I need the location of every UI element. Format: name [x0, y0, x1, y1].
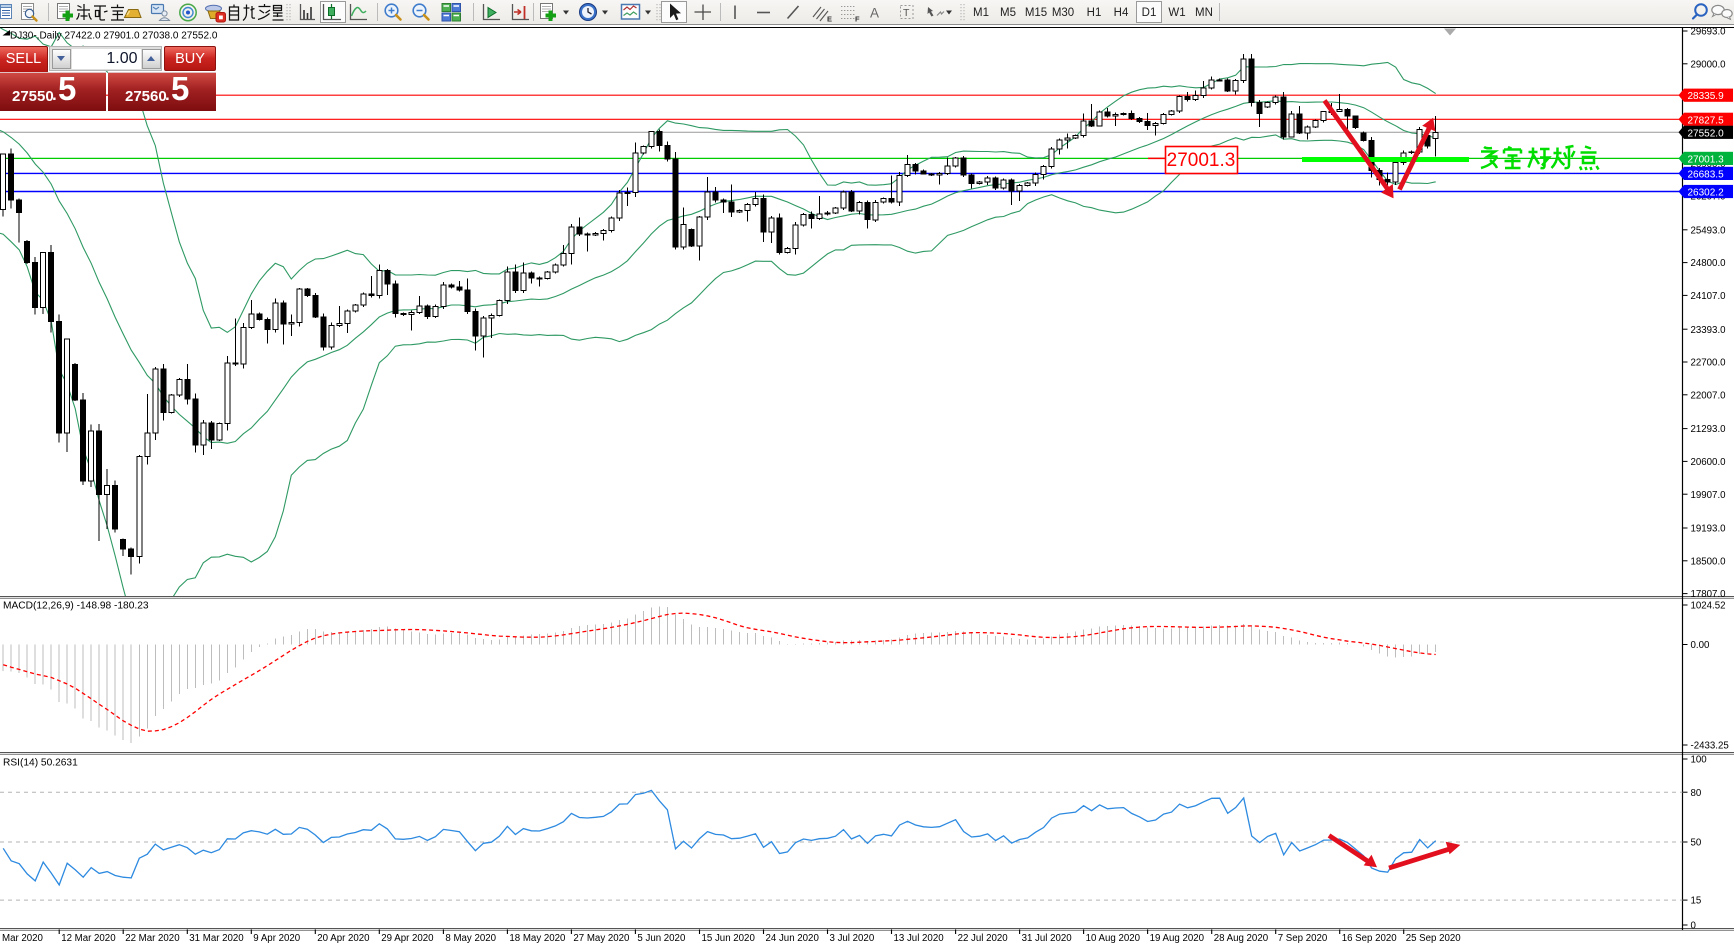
svg-text:15: 15 — [1691, 896, 1702, 907]
svg-text:13 Jul 2020: 13 Jul 2020 — [894, 933, 945, 944]
svg-text:24800.0: 24800.0 — [1691, 258, 1727, 269]
svg-text:F: F — [855, 15, 860, 24]
svg-text:26683.5: 26683.5 — [1688, 169, 1725, 180]
svg-text:7 Sep 2020: 7 Sep 2020 — [1278, 933, 1328, 944]
svg-text:80: 80 — [1691, 788, 1702, 799]
svg-text:19907.0: 19907.0 — [1691, 490, 1727, 501]
svg-text:20600.0: 20600.0 — [1691, 457, 1727, 468]
svg-text:1024.52: 1024.52 — [1691, 601, 1726, 612]
svg-text:27001.3: 27001.3 — [1167, 150, 1236, 171]
svg-text:27001.3: 27001.3 — [1688, 154, 1725, 165]
svg-text:24107.0: 24107.0 — [1691, 291, 1727, 302]
svg-text:18500.0: 18500.0 — [1691, 556, 1727, 567]
svg-text:25 Sep 2020: 25 Sep 2020 — [1406, 933, 1462, 944]
svg-text:DJ30-,Daily 27422.0 27901.0 2: DJ30-,Daily 27422.0 27901.0 27038.0 2755… — [10, 31, 218, 42]
svg-text:MACD(12,26,9) -148.98 -180.23: MACD(12,26,9) -148.98 -180.23 — [3, 601, 149, 612]
svg-text:15 Jun 2020: 15 Jun 2020 — [702, 933, 756, 944]
svg-text:E: E — [827, 15, 832, 24]
svg-text:A: A — [870, 6, 879, 21]
svg-text:W1: W1 — [1168, 7, 1185, 19]
svg-text:17807.0: 17807.0 — [1691, 589, 1727, 600]
svg-text:MN: MN — [1195, 7, 1213, 19]
svg-text:8 May 2020: 8 May 2020 — [445, 933, 496, 944]
svg-text:31 Jul 2020: 31 Jul 2020 — [1022, 933, 1073, 944]
svg-text:24 Jun 2020: 24 Jun 2020 — [766, 933, 820, 944]
svg-text:50: 50 — [1691, 838, 1702, 849]
svg-text:25493.0: 25493.0 — [1691, 225, 1727, 236]
svg-text:23393.0: 23393.0 — [1691, 325, 1727, 336]
svg-text:28335.9: 28335.9 — [1688, 91, 1725, 102]
svg-text:100: 100 — [1691, 755, 1708, 766]
svg-text:18 May 2020: 18 May 2020 — [509, 933, 566, 944]
svg-text:M15: M15 — [1025, 7, 1047, 19]
svg-text:10 Aug 2020: 10 Aug 2020 — [1086, 933, 1141, 944]
svg-text:27827.5: 27827.5 — [1688, 115, 1725, 126]
svg-text:31 Mar 2020: 31 Mar 2020 — [189, 933, 244, 944]
svg-text:M30: M30 — [1052, 7, 1074, 19]
svg-text:M5: M5 — [1000, 7, 1016, 19]
svg-text:20 Apr 2020: 20 Apr 2020 — [317, 933, 370, 944]
svg-text:28 Aug 2020: 28 Aug 2020 — [1214, 933, 1269, 944]
svg-text:27 May 2020: 27 May 2020 — [573, 933, 630, 944]
svg-text:M1: M1 — [973, 7, 989, 19]
svg-text:T: T — [903, 7, 910, 19]
svg-text:27552.0: 27552.0 — [1688, 128, 1725, 139]
svg-text:26302.2: 26302.2 — [1688, 188, 1725, 199]
svg-text:29000.0: 29000.0 — [1691, 59, 1727, 70]
svg-text:5 Jun 2020: 5 Jun 2020 — [637, 933, 686, 944]
svg-text:D1: D1 — [1142, 7, 1157, 19]
svg-text:22700.0: 22700.0 — [1691, 358, 1727, 369]
svg-text:29 Apr 2020: 29 Apr 2020 — [381, 933, 434, 944]
svg-text:29693.0: 29693.0 — [1691, 27, 1727, 38]
svg-text:RSI(14) 50.2631: RSI(14) 50.2631 — [3, 758, 78, 769]
svg-text:-2433.25: -2433.25 — [1691, 741, 1729, 752]
svg-text:H1: H1 — [1087, 7, 1102, 19]
svg-text:H4: H4 — [1114, 7, 1129, 19]
svg-text:21293.0: 21293.0 — [1691, 424, 1727, 435]
svg-text:3 Jul 2020: 3 Jul 2020 — [830, 933, 875, 944]
svg-text:19193.0: 19193.0 — [1691, 524, 1727, 535]
svg-text:22007.0: 22007.0 — [1691, 390, 1727, 401]
svg-text:12 Mar 2020: 12 Mar 2020 — [61, 933, 116, 944]
svg-text:16 Sep 2020: 16 Sep 2020 — [1342, 933, 1398, 944]
svg-text:0.00: 0.00 — [1691, 640, 1710, 651]
svg-text:9 Apr 2020: 9 Apr 2020 — [253, 933, 300, 944]
svg-text:0: 0 — [1691, 921, 1697, 932]
svg-text:22 Jul 2020: 22 Jul 2020 — [958, 933, 1009, 944]
svg-text:22 Mar 2020: 22 Mar 2020 — [125, 933, 180, 944]
svg-text:Mar 2020: Mar 2020 — [2, 933, 44, 944]
svg-text:19 Aug 2020: 19 Aug 2020 — [1150, 933, 1205, 944]
